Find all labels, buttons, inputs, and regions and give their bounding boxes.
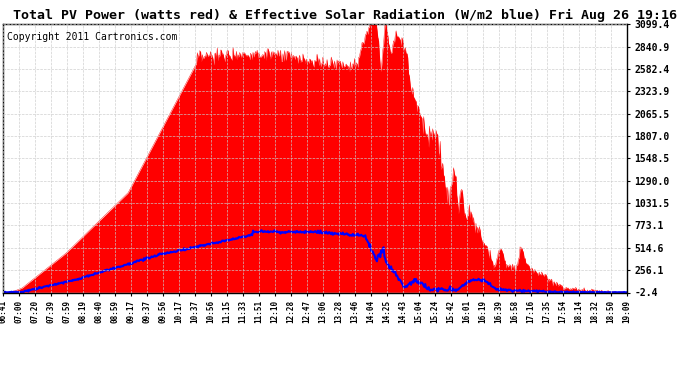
Text: Total PV Power (watts red) & Effective Solar Radiation (W/m2 blue) Fri Aug 26 19: Total PV Power (watts red) & Effective S…	[13, 9, 677, 22]
Text: Copyright 2011 Cartronics.com: Copyright 2011 Cartronics.com	[7, 32, 177, 42]
